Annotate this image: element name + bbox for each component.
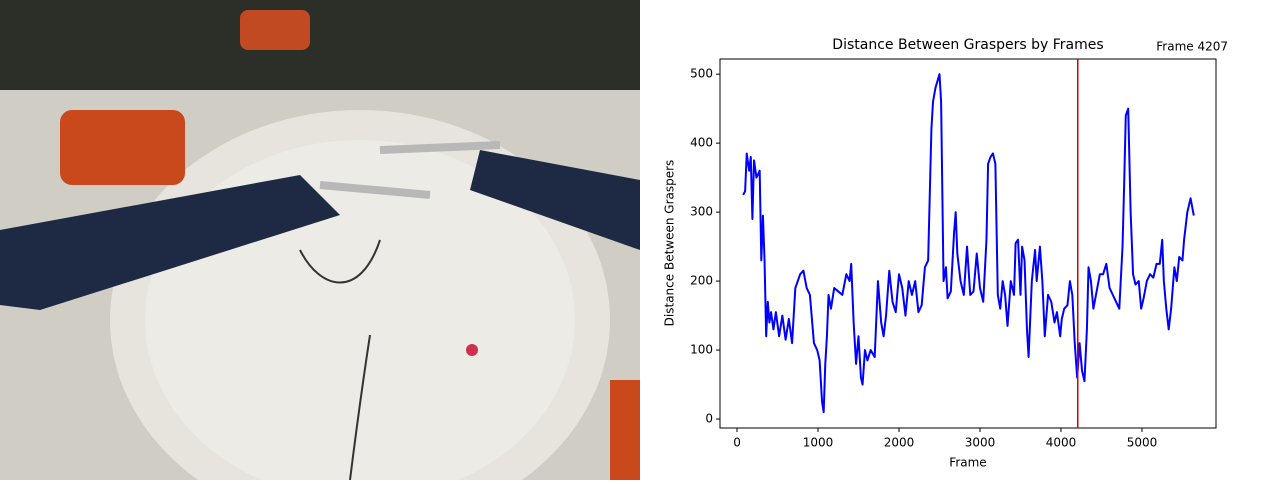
y-tick-label: 300: [690, 205, 713, 219]
x-axis-label: Frame: [949, 456, 986, 470]
video-frame: [0, 0, 640, 484]
frame-annotation: Frame 4207: [1156, 40, 1228, 54]
y-tick-label: 0: [705, 412, 713, 426]
chart-title: Distance Between Graspers by Frames: [832, 37, 1103, 53]
x-tick-label: 2000: [884, 436, 915, 450]
x-tick-label: 5000: [1127, 436, 1158, 450]
y-tick-label: 200: [690, 274, 713, 288]
data-line: [742, 73, 1195, 414]
x-tick-label: 1000: [803, 436, 834, 450]
x-tick-label: 3000: [965, 436, 996, 450]
y-tick-label: 500: [690, 67, 713, 81]
x-tick-label: 0: [733, 436, 741, 450]
y-tick-label: 100: [690, 343, 713, 357]
x-tick-label: 4000: [1046, 436, 1077, 450]
y-tick-label: 400: [690, 136, 713, 150]
axes-frame: [719, 58, 1217, 429]
y-axis-label: Distance Between Graspers: [663, 160, 677, 327]
